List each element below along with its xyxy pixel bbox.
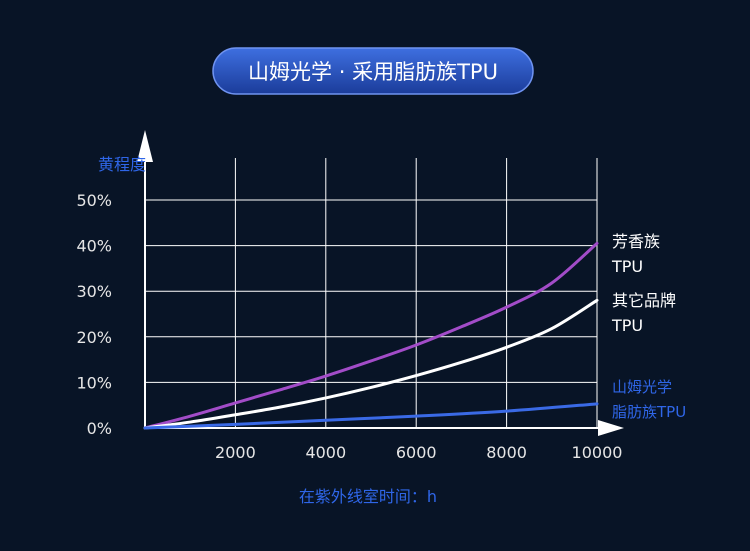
y-tick-label: 30%	[76, 282, 112, 301]
title-pill-background	[212, 47, 534, 95]
tick-labels: 0% 10% 20% 30% 40% 50% 2000 4000 6000 8000 10000	[76, 191, 622, 462]
title-pill: 山姆光学 · 采用脂肪族TPU	[212, 47, 534, 95]
grid	[145, 158, 598, 428]
x-axis-title: 在紫外线室时间：h	[299, 487, 437, 506]
y-axis-arrow	[137, 130, 153, 162]
chart-title: 山姆光学 · 采用脂肪族TPU	[248, 60, 498, 84]
series-label: TPU	[611, 257, 643, 276]
series-line	[143, 298, 599, 430]
series-line	[143, 402, 599, 430]
series-label: 山姆光学	[612, 378, 672, 396]
y-tick-label: 20%	[76, 328, 112, 347]
y-tick-label: 50%	[76, 191, 112, 210]
series-label: TPU	[611, 316, 643, 335]
series-label: 芳香族	[612, 232, 660, 251]
series-lines	[143, 241, 599, 430]
series-label: 脂肪族TPU	[612, 403, 686, 421]
x-tick-label: 4000	[305, 443, 346, 462]
x-tick-label: 8000	[486, 443, 527, 462]
axes	[137, 130, 624, 436]
series-label: 其它品牌	[612, 291, 676, 310]
series-line	[143, 241, 599, 430]
y-axis-title: 黄程度	[98, 155, 146, 174]
x-tick-label: 6000	[396, 443, 437, 462]
y-tick-label: 0%	[87, 419, 112, 438]
y-tick-label: 40%	[76, 237, 112, 256]
y-tick-label: 10%	[76, 373, 112, 392]
x-tick-label: 2000	[215, 443, 256, 462]
x-tick-label: 10000	[572, 443, 623, 462]
x-axis-arrow	[598, 420, 624, 436]
